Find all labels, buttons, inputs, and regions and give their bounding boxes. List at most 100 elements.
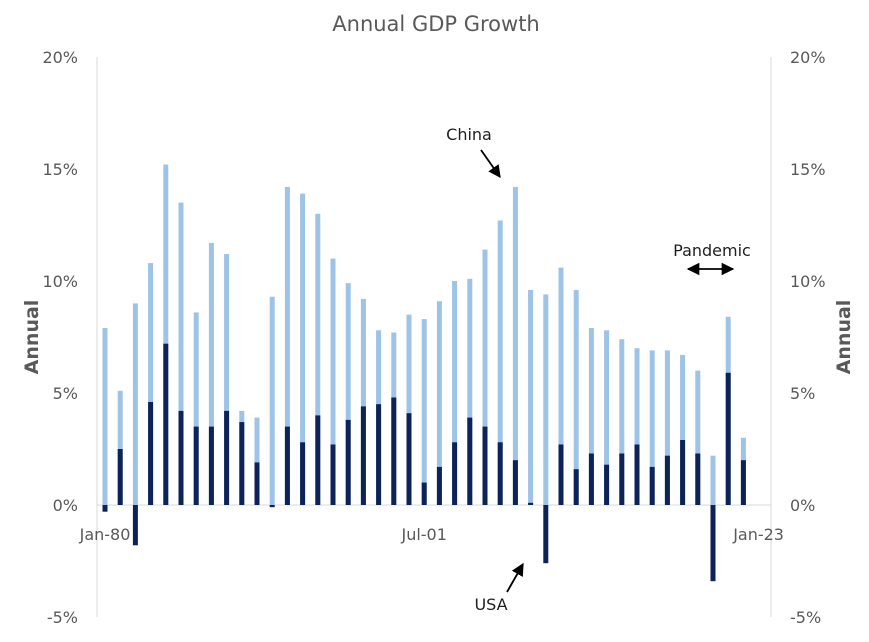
y-tick-label-left: 15% <box>42 160 78 179</box>
usa-bar <box>543 505 549 564</box>
china-bar <box>421 319 427 505</box>
china-bar <box>558 267 564 505</box>
china-bar <box>163 164 169 505</box>
pandemic-annotation: Pandemic <box>673 241 751 260</box>
usa-bar <box>193 426 199 505</box>
china-bar <box>543 294 549 505</box>
china-bar <box>680 354 686 505</box>
usa-bar <box>634 444 640 505</box>
y-tick-label-left: 5% <box>53 384 78 403</box>
usa-bar <box>254 462 260 505</box>
china-bar <box>254 417 260 505</box>
china-bar <box>497 220 503 505</box>
usa-bar <box>330 444 336 505</box>
y-tick-label-left: 0% <box>53 496 78 515</box>
usa-bar <box>649 466 655 505</box>
china-bar <box>619 339 625 505</box>
china-bar <box>132 303 138 505</box>
usa-bar <box>148 402 154 505</box>
usa-bar <box>482 426 488 505</box>
china-bar <box>300 193 306 505</box>
usa-bar <box>619 453 625 505</box>
y-tick-label-right: -5% <box>790 608 821 627</box>
china-bar <box>284 186 290 505</box>
usa-bar <box>588 453 594 505</box>
y-axis-label-left: Annual <box>21 300 43 375</box>
usa-annotation: USA <box>474 595 507 614</box>
china-bar <box>330 258 336 505</box>
x-tick-label: Jul-01 <box>400 525 446 544</box>
usa-bar <box>178 410 184 505</box>
usa-bar <box>725 372 731 505</box>
y-ticks-right: -5% 0% 5% 10% 15% 20% <box>790 48 826 627</box>
y-tick-label-left: -5% <box>47 608 78 627</box>
china-bar <box>208 242 214 505</box>
y-tick-label-right: 20% <box>790 48 826 67</box>
usa-bar <box>132 505 138 546</box>
y-tick-label-right: 10% <box>790 272 826 291</box>
usa-bar <box>604 464 610 505</box>
usa-bar <box>436 466 442 505</box>
y-tick-label-left: 10% <box>42 272 78 291</box>
y-ticks-left: -5% 0% 5% 10% 15% 20% <box>42 48 78 627</box>
china-bar <box>573 290 579 505</box>
usa-bar <box>269 505 275 508</box>
chart-title: Annual GDP Growth <box>332 12 539 36</box>
china-annotation: China <box>446 125 492 144</box>
china-bar <box>588 328 594 505</box>
usa-bar <box>376 404 382 505</box>
china-bar <box>436 301 442 505</box>
china-bar <box>406 314 412 505</box>
y-tick-label-right: 15% <box>790 160 826 179</box>
usa-bar <box>528 502 534 505</box>
usa-bar <box>512 460 518 505</box>
usa-bar <box>664 455 670 505</box>
usa-bar <box>406 413 412 505</box>
china-bar <box>528 290 534 505</box>
usa-bar <box>360 406 366 505</box>
usa-bar <box>239 422 245 505</box>
usa-bar <box>573 469 579 505</box>
china-bar <box>178 202 184 505</box>
china-bar <box>117 390 123 505</box>
usa-bar <box>695 453 701 505</box>
china-bar <box>482 249 488 505</box>
usa-bar <box>208 426 214 505</box>
china-bar <box>634 348 640 505</box>
x-tick-label: Jan-80 <box>79 525 131 544</box>
china-bar <box>193 312 199 505</box>
china-bar <box>102 328 108 505</box>
china-bar <box>664 350 670 505</box>
x-tick-label: Jan-23 <box>732 525 784 544</box>
usa-bar <box>117 449 123 505</box>
china-bar <box>452 281 458 505</box>
usa-bar <box>284 426 290 505</box>
china-bar <box>710 455 716 505</box>
y-tick-label-right: 0% <box>790 496 815 515</box>
usa-bar <box>710 505 716 582</box>
china-bar <box>224 254 230 505</box>
usa-bar <box>300 442 306 505</box>
usa-bar <box>421 482 427 505</box>
china-bar <box>345 283 351 505</box>
china-bar <box>467 278 473 505</box>
china-bar <box>604 330 610 505</box>
usa-bar <box>497 442 503 505</box>
china-bar <box>315 213 321 506</box>
usa-bar <box>345 419 351 505</box>
usa-arrow <box>506 562 524 593</box>
y-tick-label-left: 20% <box>42 48 78 67</box>
usa-bar <box>740 460 746 505</box>
china-bar <box>148 263 154 505</box>
y-tick-label-right: 5% <box>790 384 815 403</box>
y-axis-label-right: Annual <box>833 300 855 375</box>
china-arrow <box>480 149 501 179</box>
usa-bar <box>467 417 473 505</box>
usa-bar <box>102 505 108 512</box>
usa-bar <box>163 343 169 505</box>
china-bar <box>649 350 655 505</box>
usa-bar <box>391 397 397 505</box>
usa-bar <box>558 444 564 505</box>
china-series <box>102 164 746 506</box>
